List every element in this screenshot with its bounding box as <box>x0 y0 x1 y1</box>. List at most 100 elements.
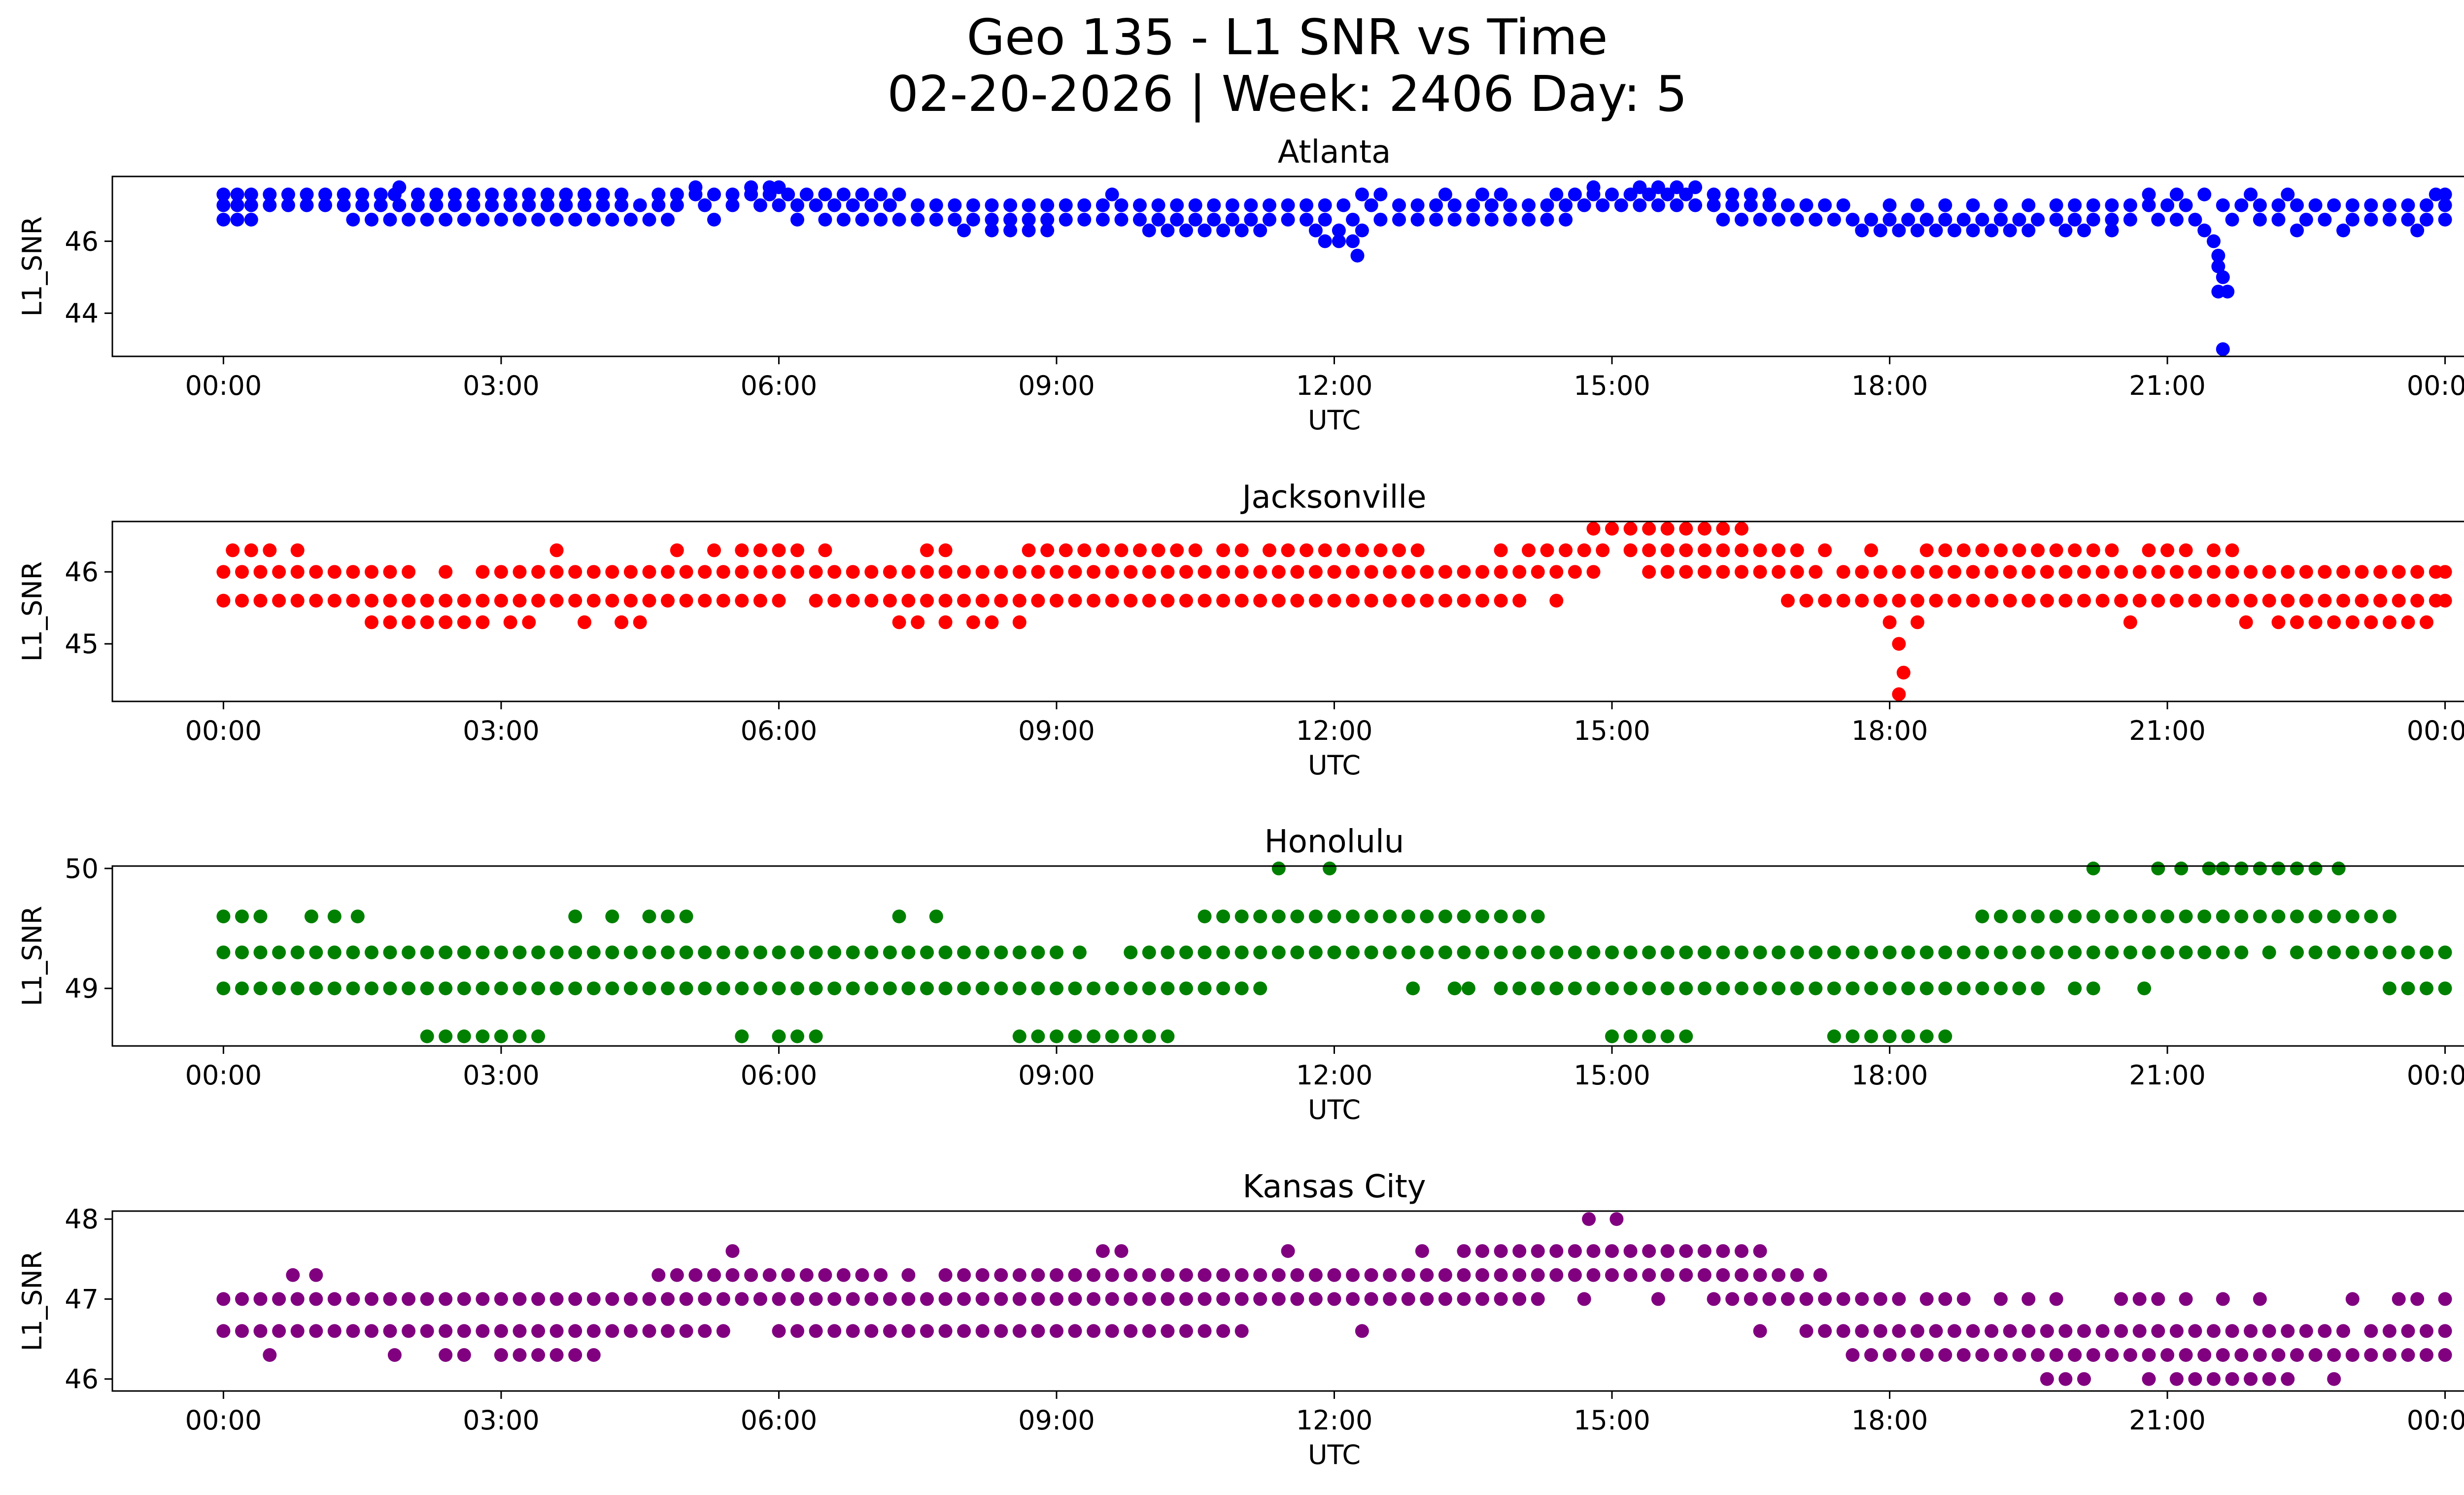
data-point <box>1577 198 1591 212</box>
data-point <box>2169 212 2184 227</box>
data-point <box>1253 565 1267 579</box>
data-point <box>2031 543 2045 557</box>
data-point <box>1124 981 1138 996</box>
data-point <box>1012 565 1027 579</box>
data-point <box>1401 565 1415 579</box>
data-point <box>2271 909 2286 924</box>
data-point <box>2031 909 2045 924</box>
data-point <box>253 909 268 924</box>
data-point <box>929 212 943 227</box>
data-point <box>735 593 749 608</box>
data-point <box>1605 981 1619 996</box>
data-point <box>503 615 517 629</box>
data-point <box>1725 187 1740 202</box>
data-point <box>1438 1268 1452 1282</box>
data-point <box>1919 543 1934 557</box>
data-point <box>318 187 332 202</box>
data-point <box>1105 187 1119 202</box>
data-point <box>420 615 434 629</box>
data-point <box>642 1324 656 1338</box>
x-tick-label: 00:00 <box>185 715 262 746</box>
data-point <box>1772 981 1786 996</box>
data-point <box>1901 1029 1916 1043</box>
data-point <box>1438 565 1452 579</box>
data-point <box>2216 945 2230 960</box>
data-point <box>1586 1244 1601 1258</box>
data-point <box>346 593 360 608</box>
data-point <box>1586 981 1601 996</box>
data-point <box>901 1268 916 1282</box>
data-point <box>411 187 425 202</box>
data-point <box>1799 1292 1814 1306</box>
data-point <box>2123 945 2137 960</box>
data-point <box>1040 543 1055 557</box>
data-point <box>2068 212 2082 227</box>
data-point <box>2271 198 2286 212</box>
data-point <box>383 565 397 579</box>
data-point <box>2197 909 2212 924</box>
data-point <box>1910 223 1924 238</box>
data-point <box>1281 212 1295 227</box>
data-point <box>2216 1292 2230 1306</box>
data-point <box>1484 212 1499 227</box>
data-point <box>2031 1348 2045 1362</box>
data-point <box>2420 615 2433 629</box>
data-point <box>1050 593 1063 608</box>
data-point <box>2290 198 2304 212</box>
data-point <box>1855 593 1869 608</box>
data-point <box>522 615 536 629</box>
data-point <box>586 565 601 579</box>
data-point <box>883 945 897 960</box>
data-point <box>1753 1268 1767 1282</box>
scatter-series-jacksonville <box>216 522 2452 701</box>
data-point <box>1170 198 1184 212</box>
data-point <box>1364 593 1378 608</box>
data-point <box>327 1292 342 1306</box>
data-point <box>253 1324 268 1338</box>
data-point <box>2207 543 2221 557</box>
data-point <box>1549 565 1564 579</box>
data-point <box>2262 945 2276 960</box>
data-point <box>1225 212 1239 227</box>
data-point <box>1308 1292 1323 1306</box>
data-point <box>688 1268 703 1282</box>
data-point <box>2253 212 2267 227</box>
data-point <box>846 981 860 996</box>
data-point <box>568 593 582 608</box>
data-point <box>642 1292 656 1306</box>
data-point <box>1142 945 1156 960</box>
data-point <box>2058 1372 2073 1386</box>
data-point <box>790 1029 804 1043</box>
data-point <box>2364 1324 2378 1338</box>
data-point <box>1364 1268 1378 1282</box>
data-point <box>725 187 740 202</box>
data-point <box>1605 945 1619 960</box>
data-point <box>1142 1292 1156 1306</box>
data-point <box>1142 593 1156 608</box>
data-point <box>1568 945 1582 960</box>
data-point <box>2327 1348 2341 1362</box>
data-point <box>1660 565 1675 579</box>
data-point <box>2382 909 2396 924</box>
data-point <box>1882 1029 1897 1043</box>
data-point <box>1364 909 1378 924</box>
data-point <box>2105 1348 2119 1362</box>
data-point <box>1716 981 1730 996</box>
data-point <box>2392 565 2406 579</box>
data-point <box>994 1292 1008 1306</box>
x-tick-label: 00:00 <box>2407 370 2464 401</box>
data-point <box>365 1292 378 1306</box>
data-point <box>1022 223 1036 238</box>
x-axis-label: UTC <box>1308 1439 1361 1470</box>
data-point <box>827 1324 842 1338</box>
data-point <box>1401 593 1415 608</box>
data-point <box>1457 1268 1471 1282</box>
data-point <box>1873 565 1887 579</box>
data-point <box>1985 593 1999 608</box>
data-point <box>920 1324 934 1338</box>
data-point <box>1827 212 1841 227</box>
data-point <box>216 198 231 212</box>
data-point <box>1809 981 1823 996</box>
data-point <box>642 981 656 996</box>
data-point <box>272 981 286 996</box>
